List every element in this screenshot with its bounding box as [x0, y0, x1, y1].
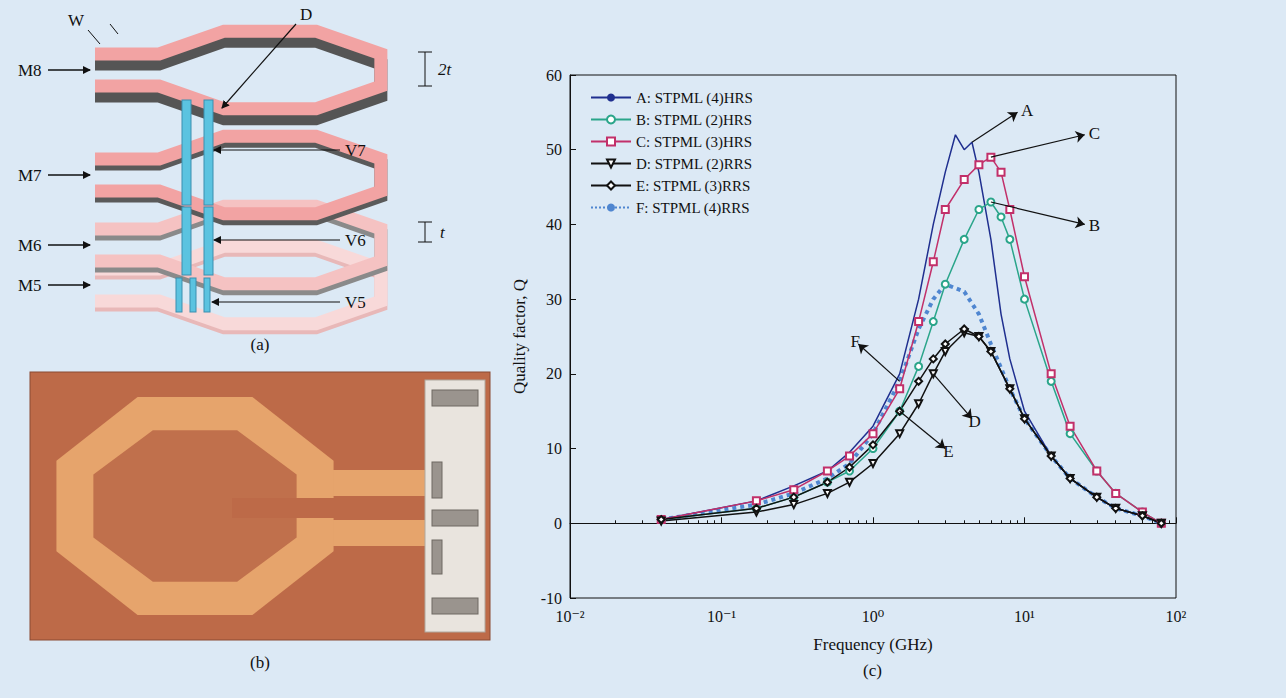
svg-text:M6: M6	[18, 236, 42, 255]
svg-text:B: B	[1089, 216, 1100, 235]
svg-text:D: D	[300, 5, 312, 24]
svg-text:A: A	[1021, 101, 1034, 120]
svg-text:10: 10	[546, 440, 562, 457]
svg-text:50: 50	[546, 141, 562, 158]
svg-text:C: STPML (3)HRS: C: STPML (3)HRS	[636, 134, 752, 151]
svg-text:30: 30	[546, 291, 562, 308]
svg-text:Quality factor, Q: Quality factor, Q	[510, 279, 529, 394]
svg-text:-10: -10	[541, 590, 562, 607]
svg-text:10⁻²: 10⁻²	[555, 608, 584, 625]
svg-text:M5: M5	[18, 276, 42, 295]
svg-text:M8: M8	[18, 61, 42, 80]
svg-text:B: STPML (2)HRS: B: STPML (2)HRS	[636, 112, 752, 129]
svg-text:t: t	[440, 223, 446, 242]
svg-text:M7: M7	[18, 166, 42, 185]
svg-text:(c): (c)	[863, 661, 882, 680]
svg-text:20: 20	[546, 365, 562, 382]
svg-text:10⁰: 10⁰	[862, 608, 884, 625]
svg-text:60: 60	[546, 67, 562, 84]
svg-text:A: STPML (4)HRS: A: STPML (4)HRS	[636, 90, 753, 107]
svg-text:D: D	[968, 412, 980, 431]
svg-text:V6: V6	[345, 231, 366, 250]
svg-text:V5: V5	[345, 293, 366, 312]
svg-text:10²: 10²	[1166, 608, 1187, 625]
svg-text:10⁻¹: 10⁻¹	[707, 608, 736, 625]
svg-text:Frequency (GHz): Frequency (GHz)	[813, 635, 932, 654]
svg-text:2t: 2t	[438, 60, 453, 79]
svg-text:40: 40	[546, 216, 562, 233]
svg-text:F: F	[851, 332, 860, 351]
svg-text:10¹: 10¹	[1014, 608, 1035, 625]
svg-text:(a): (a)	[251, 335, 270, 354]
svg-text:(b): (b)	[250, 653, 270, 672]
svg-text:E: STPML (3)RRS: E: STPML (3)RRS	[636, 178, 750, 195]
svg-text:0: 0	[554, 515, 562, 532]
svg-text:V7: V7	[345, 141, 366, 160]
svg-text:F: STPML (4)RRS: F: STPML (4)RRS	[636, 200, 750, 217]
svg-text:W: W	[68, 11, 85, 30]
svg-text:C: C	[1089, 124, 1100, 143]
svg-text:E: E	[943, 442, 953, 461]
svg-text:D: STPML (2)RRS: D: STPML (2)RRS	[636, 156, 752, 173]
